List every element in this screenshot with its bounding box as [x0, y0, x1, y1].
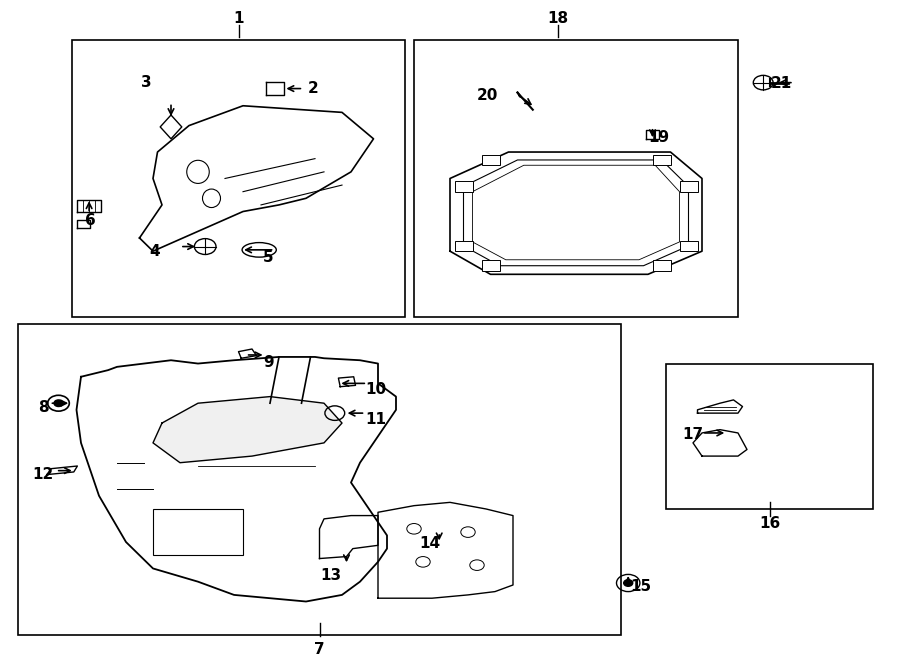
Text: 3: 3	[141, 75, 152, 90]
Bar	[482, 155, 500, 165]
Polygon shape	[450, 152, 702, 274]
Polygon shape	[698, 400, 742, 413]
Polygon shape	[693, 430, 747, 456]
Text: 12: 12	[32, 467, 54, 482]
Bar	[72, 40, 405, 317]
Text: 9: 9	[263, 355, 274, 369]
Bar	[680, 181, 698, 192]
Text: 8: 8	[38, 401, 49, 415]
Text: 15: 15	[630, 580, 652, 594]
Text: 18: 18	[547, 11, 569, 26]
Text: 2: 2	[308, 81, 319, 96]
Polygon shape	[320, 516, 378, 559]
Text: 4: 4	[149, 245, 160, 259]
Text: 20: 20	[477, 89, 499, 103]
Text: 11: 11	[365, 412, 387, 427]
Text: 10: 10	[365, 383, 387, 397]
Polygon shape	[140, 106, 374, 251]
Polygon shape	[153, 397, 342, 463]
Polygon shape	[76, 357, 396, 602]
Bar	[482, 260, 500, 271]
Text: 13: 13	[320, 568, 342, 582]
Circle shape	[624, 580, 633, 586]
Bar	[652, 260, 670, 271]
Polygon shape	[47, 466, 77, 475]
Text: 21: 21	[770, 77, 792, 91]
Circle shape	[54, 400, 63, 407]
Bar	[666, 364, 873, 509]
Bar	[680, 241, 698, 251]
Text: 5: 5	[263, 251, 274, 265]
Text: 14: 14	[419, 536, 441, 551]
Text: 1: 1	[233, 11, 244, 26]
Bar	[153, 509, 243, 555]
Bar	[414, 40, 738, 317]
Text: 6: 6	[85, 213, 95, 227]
Bar	[18, 324, 621, 635]
Text: 17: 17	[682, 428, 704, 442]
Polygon shape	[378, 502, 513, 598]
Bar	[652, 155, 670, 165]
Text: 19: 19	[648, 130, 670, 145]
Bar	[454, 181, 472, 192]
Text: 7: 7	[314, 642, 325, 656]
Bar	[454, 241, 472, 251]
Text: 16: 16	[759, 516, 780, 531]
